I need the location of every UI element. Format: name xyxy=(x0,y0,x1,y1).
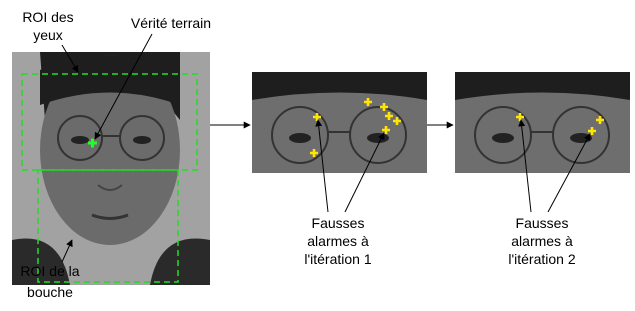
roi-mouth-label: bouche xyxy=(27,284,73,300)
roi-mouth-label: ROI de la xyxy=(20,263,79,279)
roi-eyes-label: yeux xyxy=(33,27,63,43)
eye-crop-1 xyxy=(252,72,427,173)
ground-truth-label: Vérité terrain xyxy=(131,15,211,31)
diagram: ROI des yeux Vérité terrain Fausses alar… xyxy=(0,0,635,306)
false-alarms-2-label: l'itération 2 xyxy=(508,251,575,267)
false-alarms-1-label: l'itération 1 xyxy=(304,251,371,267)
false-alarms-1-label: alarmes à xyxy=(307,233,369,249)
false-alarms-2-label: Fausses xyxy=(516,215,569,231)
false-alarms-1-label: Fausses xyxy=(312,215,365,231)
false-alarms-2-label: alarmes à xyxy=(511,233,573,249)
roi-eyes-label: ROI des xyxy=(22,9,73,25)
face-photo xyxy=(12,52,210,285)
eye-crop-2 xyxy=(455,72,630,173)
